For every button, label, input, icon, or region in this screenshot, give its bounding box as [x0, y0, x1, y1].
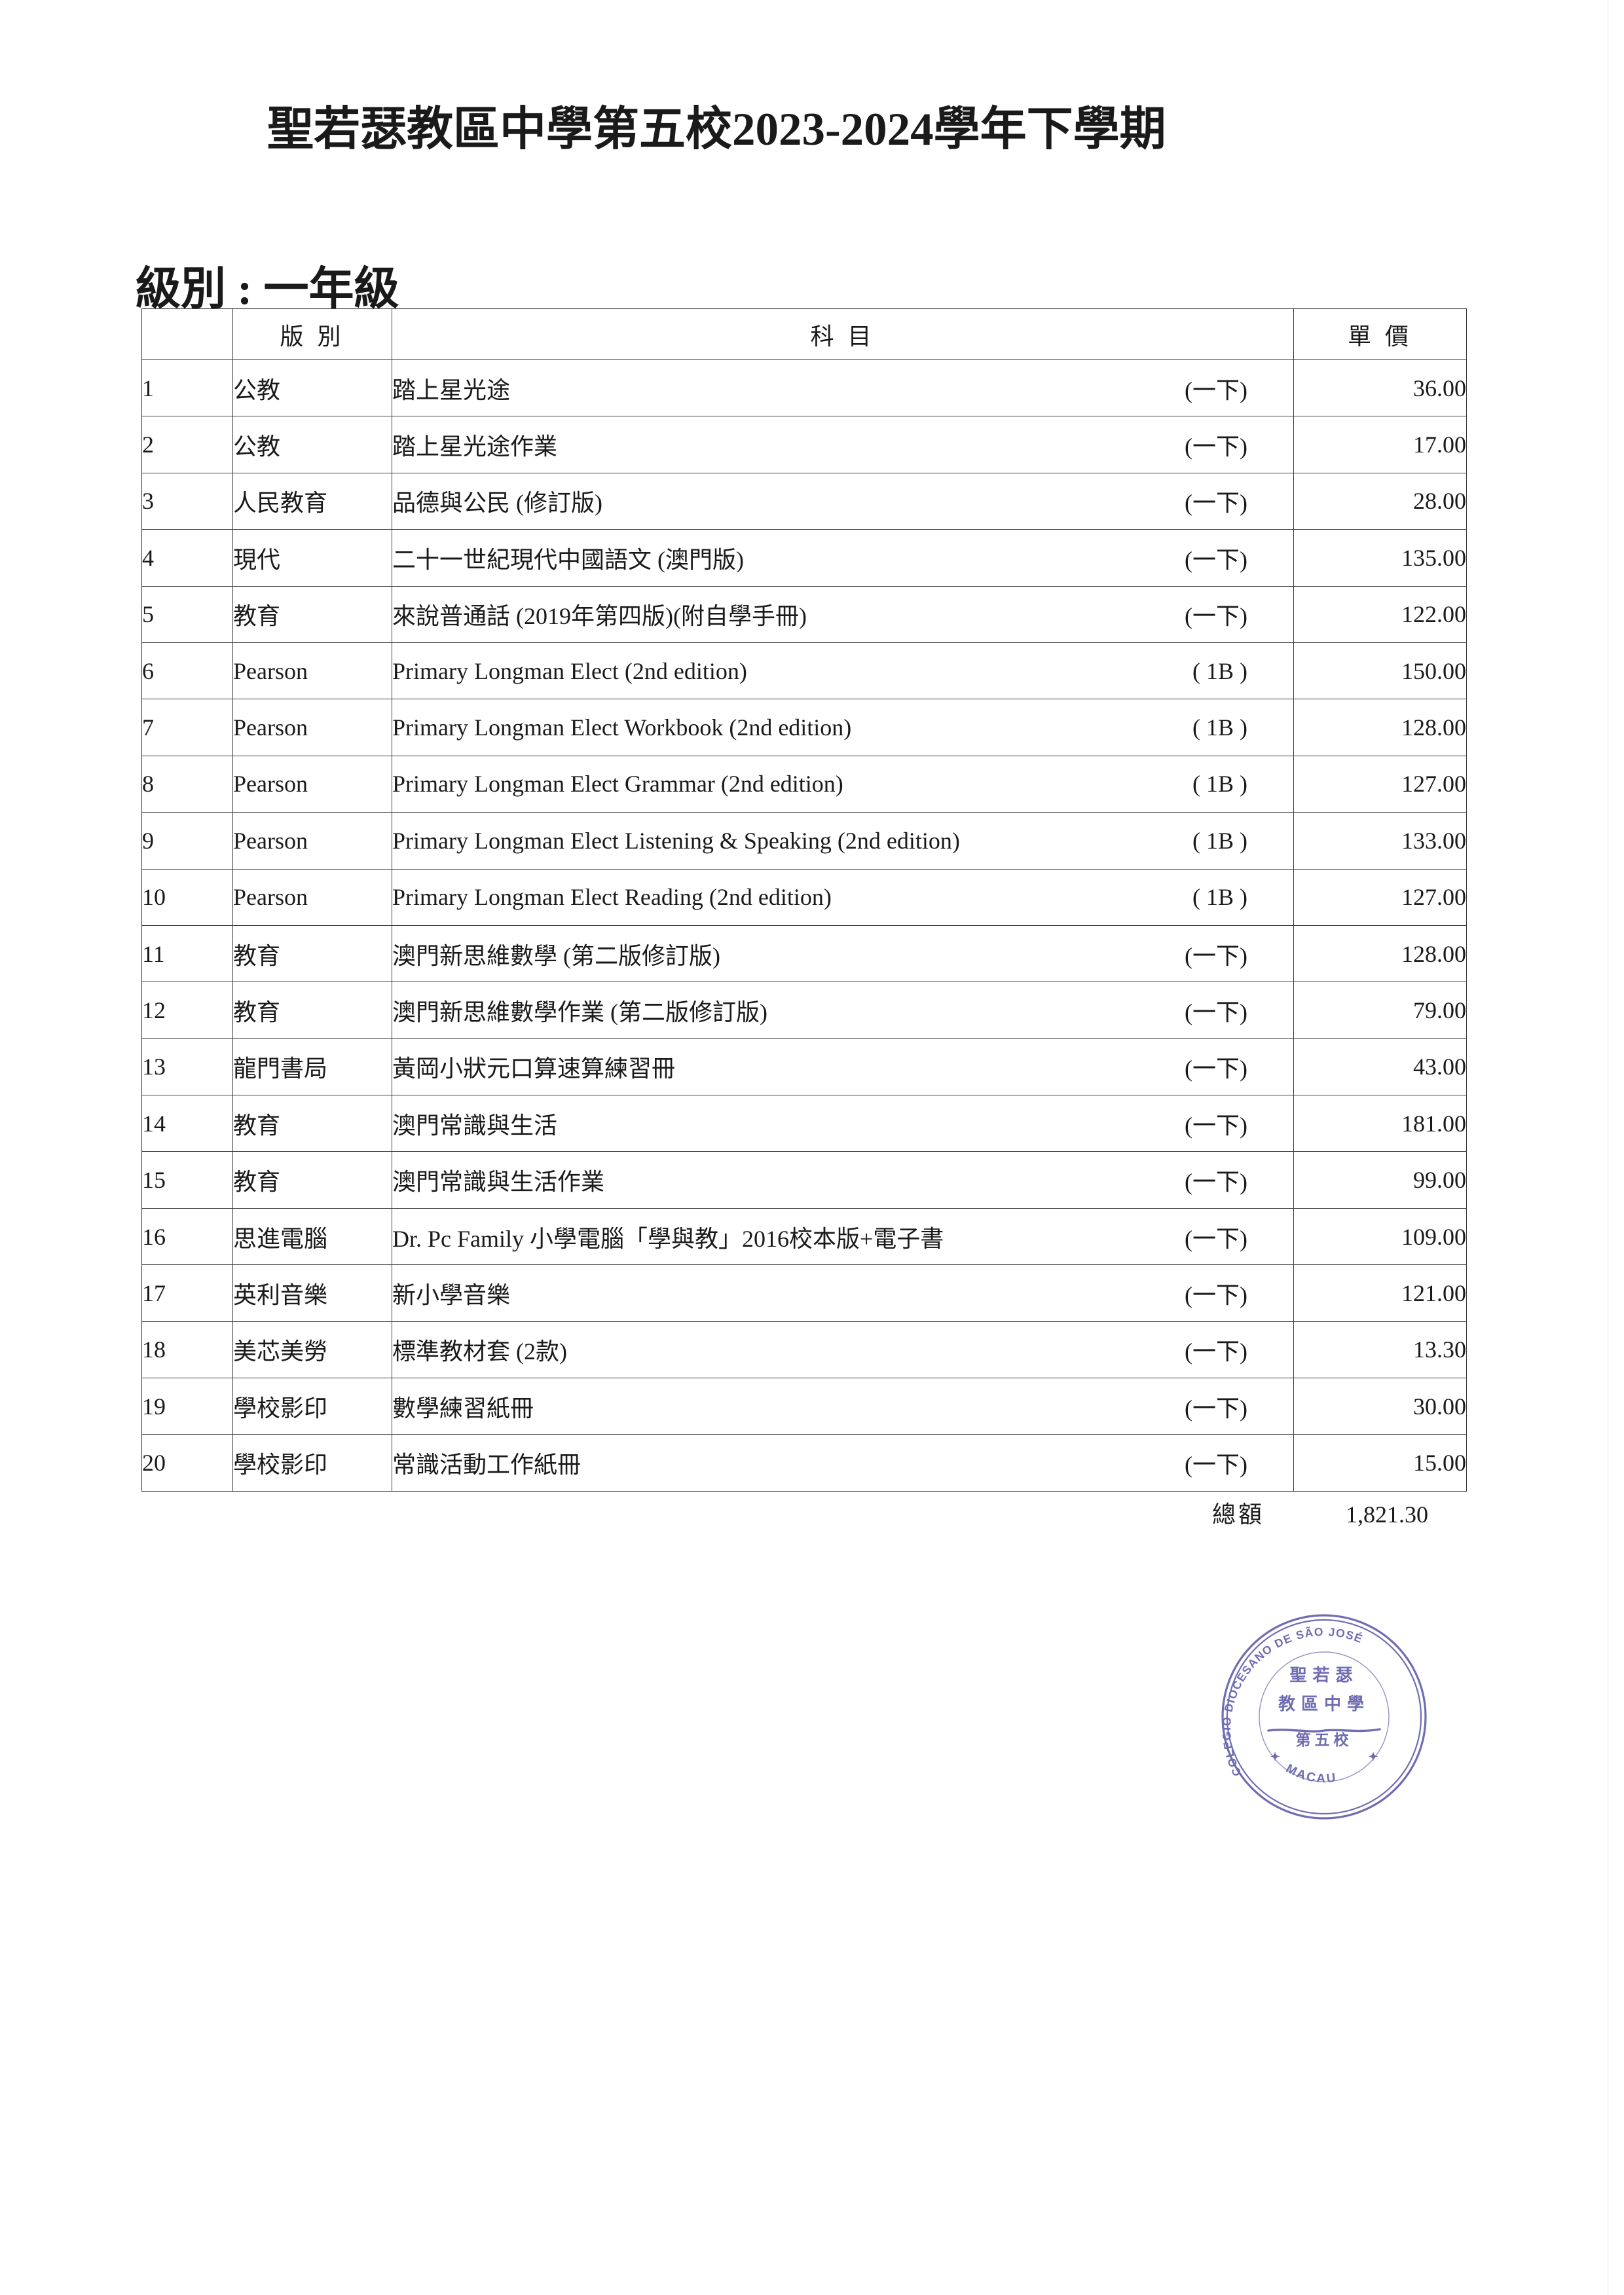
svg-text:教區中學: 教區中學	[1278, 1695, 1370, 1714]
svg-text:聖若瑟: 聖若瑟	[1289, 1666, 1358, 1685]
svg-text:✦: ✦	[1270, 1750, 1280, 1763]
svg-text:第五校: 第五校	[1296, 1731, 1353, 1748]
svg-text:✦: ✦	[1368, 1750, 1378, 1763]
svg-text:MACAU: MACAU	[1283, 1762, 1338, 1786]
